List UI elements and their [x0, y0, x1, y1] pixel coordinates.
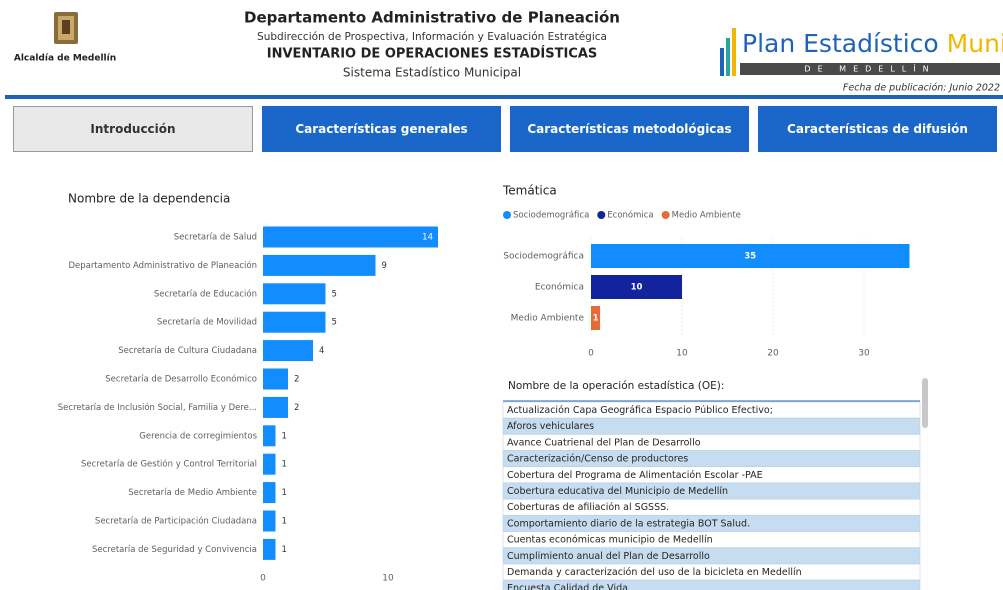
legend-swatch	[597, 211, 606, 219]
brand-3: DE MEDELLÍN	[804, 63, 935, 74]
x-tick-label: 0	[588, 349, 594, 359]
table-cell: Demanda y caracterización del uso de la …	[507, 567, 802, 578]
table-cell: Comportamiento diario de la estrategia B…	[507, 518, 750, 529]
bar	[263, 538, 276, 560]
bar	[263, 482, 276, 504]
y-tick-label: Secretaría de Gestión y Control Territor…	[81, 459, 257, 470]
nav-button[interactable]: Características generales	[262, 106, 501, 152]
bar	[263, 396, 288, 418]
scrollbar[interactable]	[922, 378, 928, 428]
table-cell: Encuesta Calidad de Vida	[507, 583, 628, 590]
bar	[263, 453, 276, 475]
table-cell: Coberturas de afiliación al SGSSS.	[507, 502, 669, 513]
data-label: 35	[744, 252, 756, 262]
y-tick-label: Secretaría de Inclusión Social, Familia …	[58, 402, 257, 413]
table-cell: Actualización Capa Geográfica Espacio Pú…	[507, 405, 773, 416]
data-label: 10	[631, 283, 643, 293]
bar	[263, 254, 376, 276]
data-label: 2	[294, 375, 299, 385]
y-tick-label: Gerencia de corregimientos	[139, 431, 257, 441]
alcaldia-logo	[54, 12, 78, 44]
bar	[263, 311, 326, 333]
header-rule	[5, 95, 1003, 99]
data-label: 4	[319, 346, 324, 356]
header-system: Sistema Estadístico Municipal	[343, 66, 521, 80]
table-cell: Cuentas económicas municipio de Medellín	[507, 535, 713, 546]
brand-2: Municipal	[947, 29, 1003, 58]
chart-title: Nombre de la dependencia	[68, 192, 230, 206]
publication-date: Fecha de publicación: Junio 2022	[843, 83, 1000, 94]
data-label: 1	[593, 314, 599, 324]
data-label: 14	[422, 233, 433, 243]
bar	[263, 340, 313, 362]
data-label: 1	[282, 545, 287, 555]
data-label: 1	[282, 460, 287, 470]
data-label: 1	[282, 517, 287, 527]
brand-1: Plan Estadístico	[742, 29, 939, 58]
y-tick-label: Departamento Administrativo de Planeació…	[68, 260, 257, 271]
x-tick-label: 0	[260, 574, 266, 584]
legend-swatch	[503, 211, 511, 219]
y-tick-label: Secretaría de Educación	[154, 288, 257, 299]
brand-text: Plan Estadístico Municipal	[742, 29, 1003, 58]
legend-label: Medio Ambiente	[672, 211, 741, 221]
legend-label: Económica	[607, 210, 653, 221]
legend-label: Sociodemográfica	[513, 211, 589, 221]
data-label: 5	[332, 289, 337, 299]
table-row	[502, 579, 921, 590]
data-label: 5	[332, 318, 337, 328]
y-tick-label: Secretaría de Movilidad	[157, 318, 257, 328]
y-tick-label: Secretaría de Medio Ambiente	[128, 488, 257, 498]
table-cell: Avance Cuatrienal del Plan de Desarrollo	[507, 437, 701, 448]
table-header: Nombre de la operación estadística (OE):	[508, 380, 724, 392]
bar	[263, 283, 326, 305]
brand-logo	[720, 28, 1000, 76]
table-cell: Caracterización/Censo de productores	[507, 454, 688, 465]
data-label: 1	[282, 488, 287, 498]
header-heading: INVENTARIO DE OPERACIONES ESTADÍSTICAS	[267, 46, 598, 62]
bar	[591, 275, 682, 299]
nav-button[interactable]: Características de difusión	[758, 106, 997, 152]
bar	[591, 306, 601, 330]
bar	[591, 244, 910, 268]
x-tick-label: 10	[382, 574, 394, 584]
table-cell: Cobertura del Programa de Alimentación E…	[507, 470, 763, 481]
logo-text: Alcaldía de Medellín	[14, 54, 116, 64]
legend-swatch	[661, 211, 670, 219]
bar	[263, 425, 276, 447]
header-subtitle: Subdirección de Prospectiva, Información…	[257, 31, 607, 43]
x-tick-label: 20	[767, 349, 779, 359]
y-tick-label: Secretaría de Cultura Ciudadana	[118, 346, 257, 356]
y-tick-label: Medio Ambiente	[511, 314, 585, 324]
bar	[263, 226, 438, 248]
chart-title: Temática	[502, 184, 557, 198]
bar	[263, 510, 276, 532]
y-tick-label: Secretaría de Seguridad y Convivencia	[92, 545, 257, 555]
y-tick-label: Económica	[535, 282, 584, 293]
nav-button[interactable]: Características metodológicas	[510, 106, 749, 152]
data-label: 1	[282, 431, 287, 441]
data-label: 2	[294, 403, 299, 413]
data-label: 9	[382, 261, 387, 271]
y-tick-label: Secretaría de Desarrollo Económico	[105, 374, 257, 385]
bar	[263, 368, 288, 390]
table-cell: Aforos vehiculares	[507, 421, 594, 432]
y-tick-label: Sociodemográfica	[503, 252, 584, 262]
x-tick-label: 30	[858, 349, 870, 359]
nav-button[interactable]: Introducción	[13, 106, 253, 152]
header-title: Departamento Administrativo de Planeació…	[244, 9, 620, 27]
y-tick-label: Secretaría de Salud	[174, 233, 257, 243]
table-cell: Cobertura educativa del Municipio de Med…	[507, 486, 728, 497]
table-cell: Cumplimiento anual del Plan de Desarroll…	[507, 551, 710, 562]
x-tick-label: 10	[676, 349, 688, 359]
y-tick-label: Secretaría de Participación Ciudadana	[95, 516, 257, 527]
